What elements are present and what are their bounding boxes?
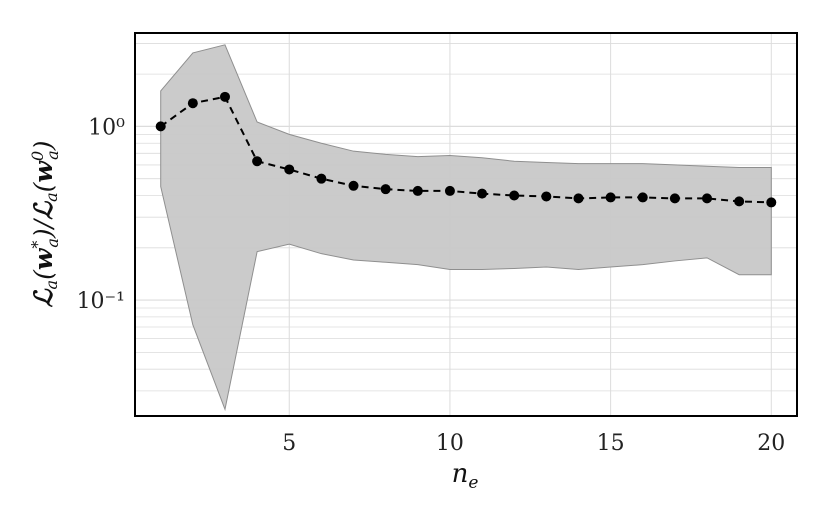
x-axis-label: ne: [452, 459, 479, 493]
x-tick-labels: 5 10 15 20: [282, 431, 785, 456]
data-point: [573, 193, 584, 204]
data-point: [187, 98, 198, 109]
x-tick-label: 20: [757, 431, 785, 456]
data-point: [637, 192, 648, 203]
y-tick-label: 10⁰: [88, 115, 125, 140]
x-tick-label: 10: [436, 431, 464, 456]
data-point: [734, 196, 745, 207]
data-point: [766, 197, 777, 208]
data-point: [412, 185, 423, 196]
plot-frame: [134, 32, 798, 417]
data-point: [444, 185, 455, 196]
svg-text:ℒa(w*a)/ℒa(w0a): ℒa(w*a)/ℒa(w0a): [28, 141, 62, 308]
data-point: [702, 193, 713, 204]
y-tick-labels: 10⁰ 10⁻¹: [77, 115, 126, 314]
data-point: [155, 121, 166, 132]
data-point: [316, 173, 327, 184]
y-tick-label: 10⁻¹: [77, 289, 125, 314]
range-band: [160, 44, 772, 412]
data-point: [541, 191, 552, 202]
x-tick-label: 5: [282, 431, 296, 456]
data-point: [669, 193, 680, 204]
data-point: [605, 192, 616, 203]
series-line: [160, 95, 772, 204]
data-point: [252, 156, 263, 167]
line-layer: [160, 95, 772, 204]
data-point: [219, 91, 230, 102]
data-point: [477, 188, 488, 199]
x-tick-label: 15: [597, 431, 625, 456]
y-axis-label: ℒa(w*a)/ℒa(w0a): [28, 141, 62, 308]
data-point: [284, 164, 295, 175]
data-point: [380, 184, 391, 195]
band-layer: [160, 44, 772, 412]
data-point: [348, 180, 359, 191]
data-point: [509, 190, 520, 201]
marker-layer: [155, 91, 777, 208]
